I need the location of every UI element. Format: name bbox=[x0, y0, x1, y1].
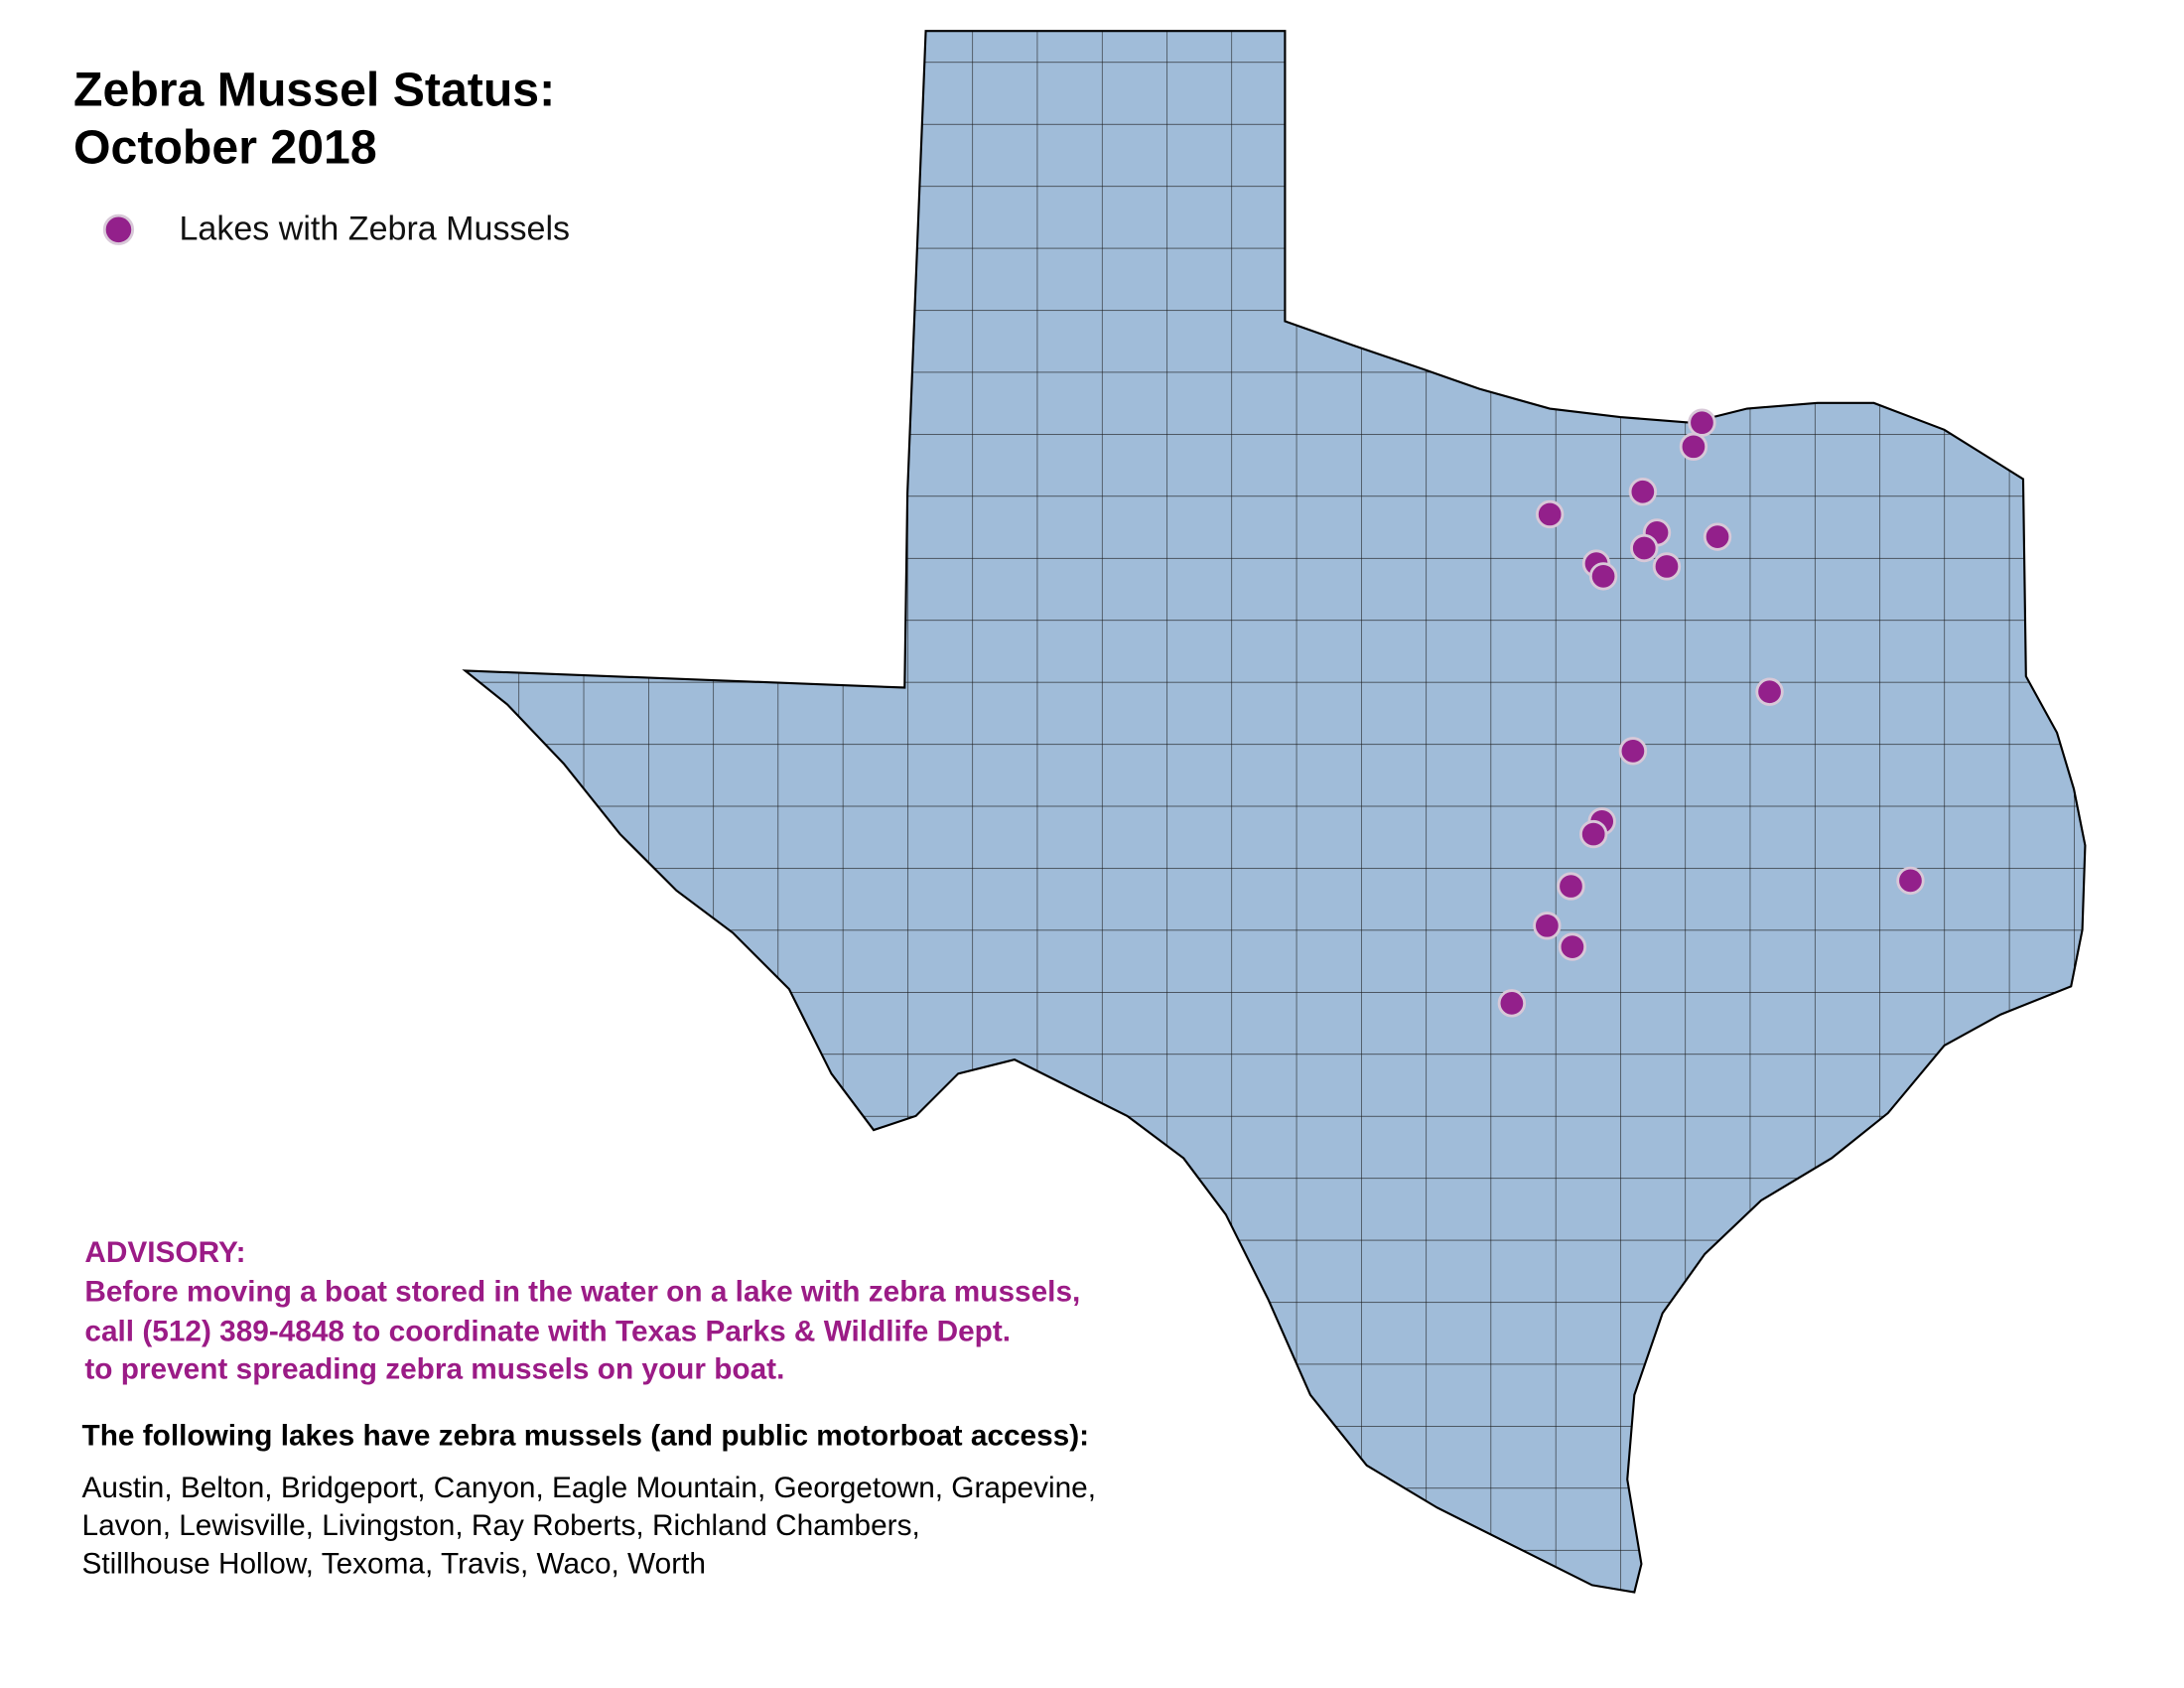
title: October 2018 bbox=[73, 121, 377, 175]
advisory-heading: ADVISORY: bbox=[84, 1236, 245, 1269]
lake-marker bbox=[1557, 872, 1585, 901]
advisory-line: Before moving a boat stored in the water… bbox=[84, 1276, 1080, 1309]
lake-marker bbox=[1578, 819, 1608, 849]
lakes-line: Austin, Belton, Bridgeport, Canyon, Eagl… bbox=[82, 1472, 1096, 1504]
lake-marker bbox=[1618, 737, 1648, 766]
lake-markers bbox=[1497, 408, 1925, 1018]
legend-label: Lakes with Zebra Mussels bbox=[179, 211, 570, 248]
legend-marker bbox=[102, 213, 135, 245]
lakes-line: Lavon, Lewisville, Livingston, Ray Rober… bbox=[82, 1509, 920, 1542]
lake-marker bbox=[1588, 562, 1618, 591]
lake-marker bbox=[1703, 522, 1732, 551]
lake-marker bbox=[1533, 912, 1562, 940]
lake-marker bbox=[1679, 432, 1708, 462]
lake-marker bbox=[1630, 533, 1659, 563]
lake-marker bbox=[1535, 499, 1565, 529]
title: Zebra Mussel Status: bbox=[73, 63, 555, 116]
lake-marker bbox=[1558, 932, 1587, 961]
texas-outline bbox=[462, 30, 2087, 1594]
lake-marker bbox=[1896, 866, 1925, 896]
lake-marker bbox=[1652, 552, 1682, 581]
lakes-line: Stillhouse Hollow, Texoma, Travis, Waco,… bbox=[82, 1547, 706, 1580]
lake-marker bbox=[1497, 989, 1527, 1018]
advisory-line: to prevent spreading zebra mussels on yo… bbox=[84, 1353, 784, 1386]
lake-marker bbox=[1688, 408, 1716, 437]
advisory-line: call (512) 389-4848 to coordinate with T… bbox=[84, 1315, 1011, 1347]
lake-marker bbox=[1628, 478, 1658, 506]
lake-marker bbox=[1755, 677, 1784, 706]
lakes-heading: The following lakes have zebra mussels (… bbox=[82, 1419, 1089, 1452]
